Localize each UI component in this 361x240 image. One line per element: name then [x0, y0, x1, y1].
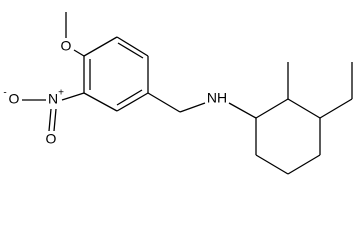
atom-charge: -: [3, 88, 6, 99]
atom-label: O: [9, 91, 20, 107]
bond: [83, 36, 118, 57]
bond: [83, 92, 118, 112]
bond: [255, 154, 289, 175]
bond: [147, 92, 181, 113]
atom-label: O: [61, 38, 72, 54]
bond: [116, 89, 143, 106]
bonds: [22, 12, 353, 175]
bond: [228, 102, 257, 119]
atom-label: NH: [207, 90, 227, 106]
bond: [319, 98, 353, 119]
bond: [48, 108, 52, 132]
bond: [179, 102, 206, 113]
molecule-diagram: O N + O - O NH: [3, 12, 353, 175]
bond: [73, 49, 85, 57]
bond: [117, 42, 144, 59]
atom-label: N: [48, 91, 58, 107]
bond: [61, 92, 85, 101]
bond: [116, 92, 149, 112]
bond: [287, 154, 321, 175]
atom-label: O: [46, 131, 57, 147]
bond: [255, 98, 289, 119]
atom-charge: +: [58, 88, 64, 99]
bond: [287, 98, 321, 119]
bond: [116, 36, 149, 57]
bond: [53, 108, 57, 132]
